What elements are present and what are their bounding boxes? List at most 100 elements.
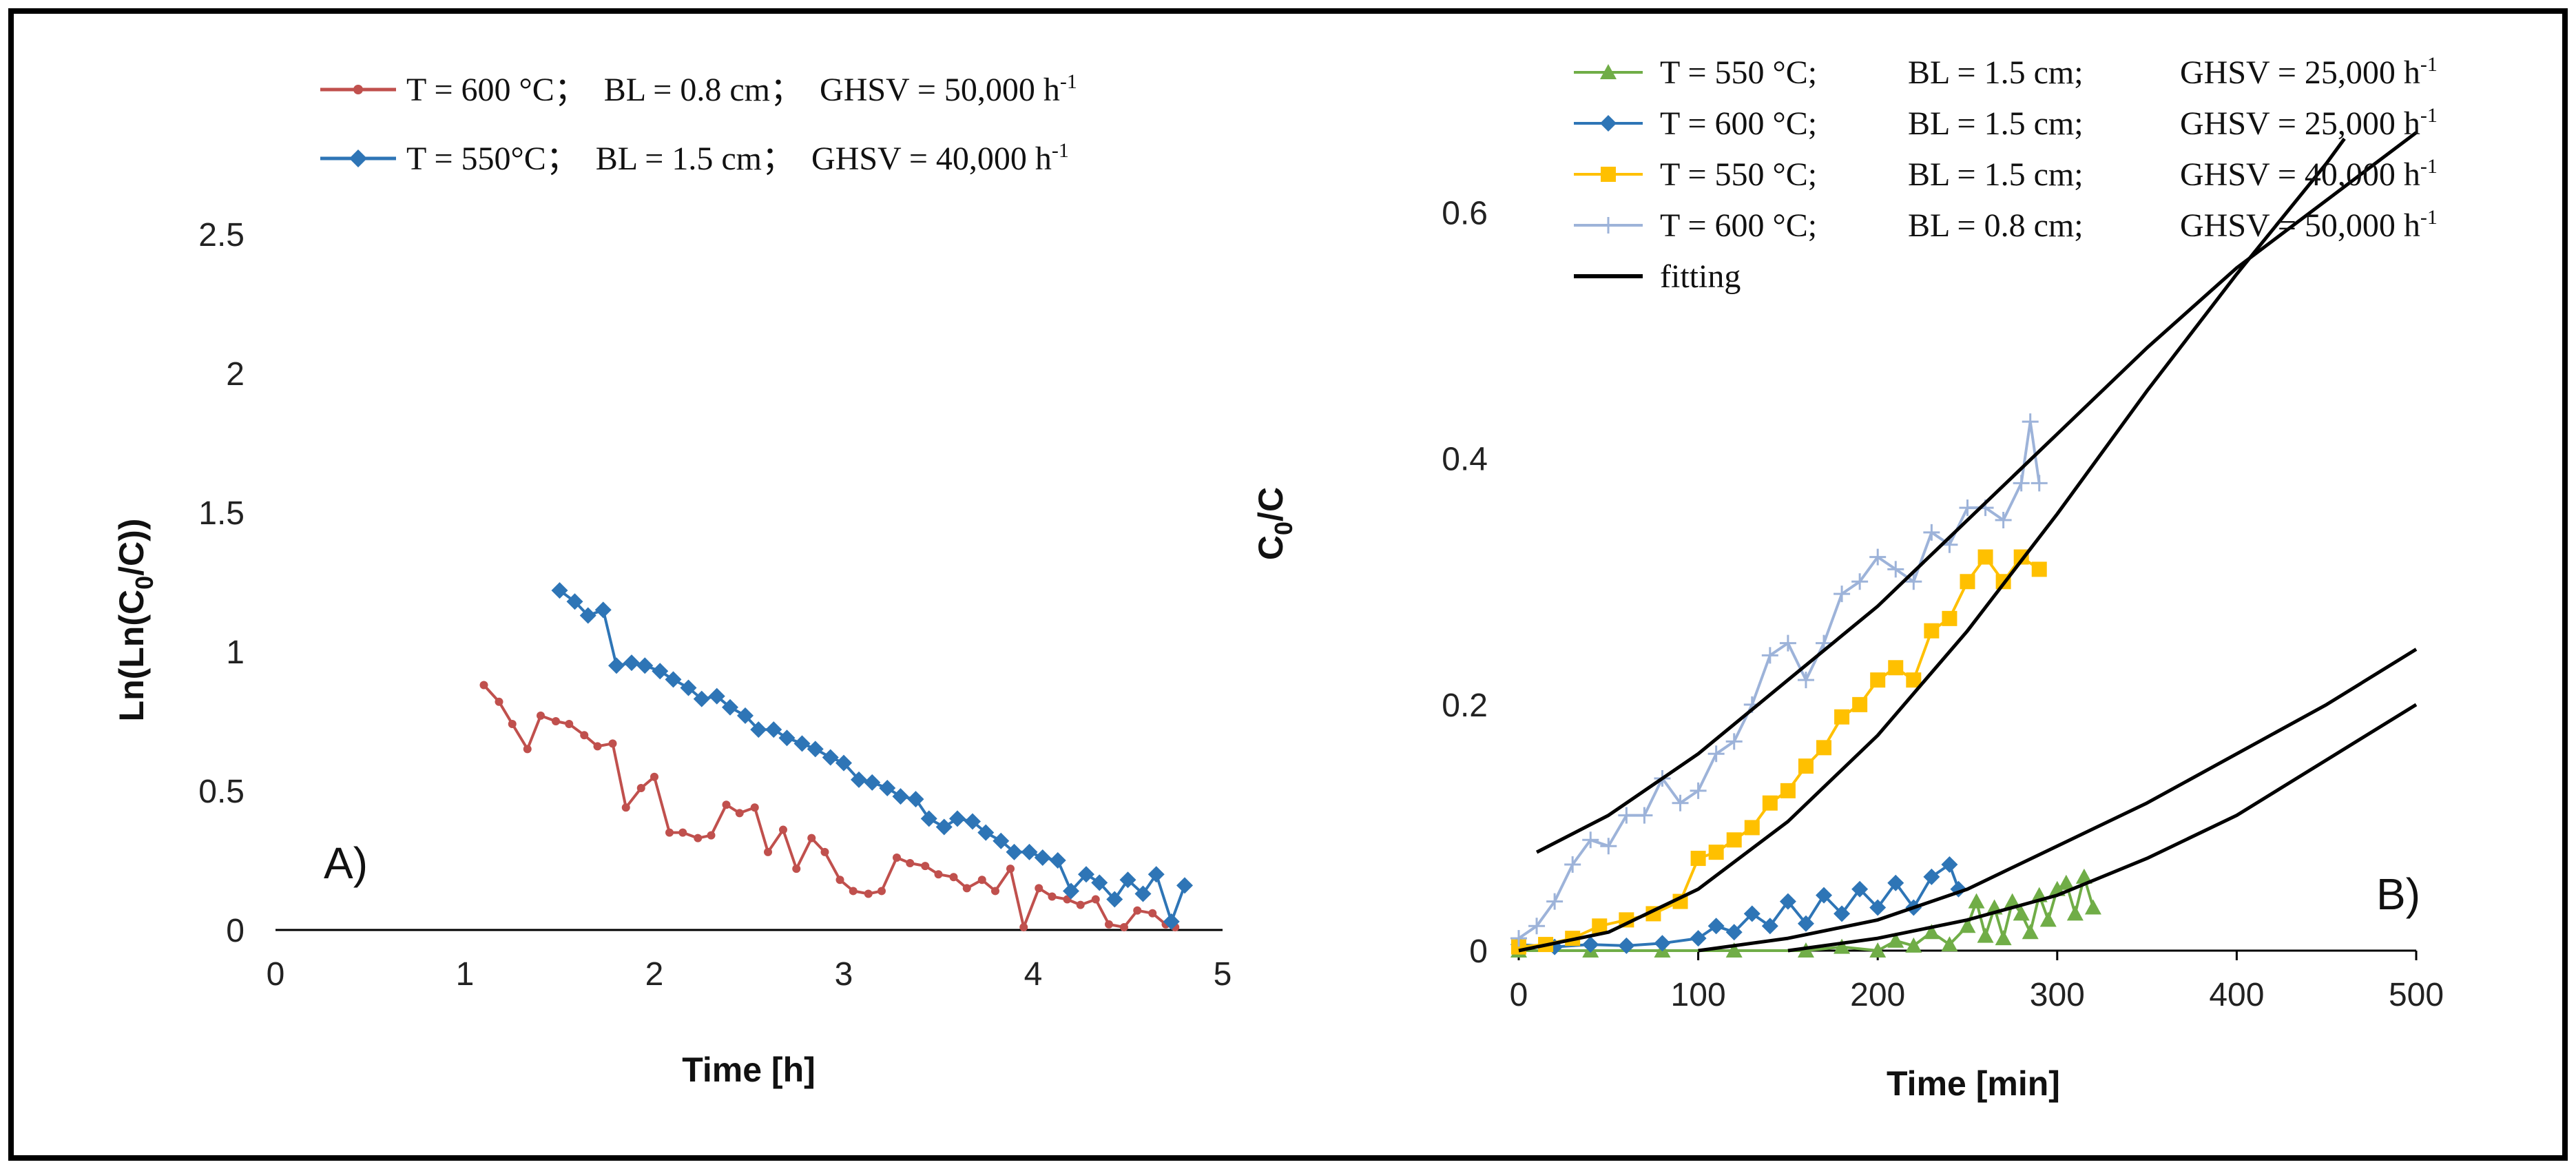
x-tick-label: 2 bbox=[645, 956, 664, 993]
data-point bbox=[1941, 936, 1958, 952]
data-point bbox=[1977, 927, 1994, 943]
data-point bbox=[1779, 634, 1796, 652]
panel-b-legend-entry-3: T = 600 °C; BL = 0.8 cm; GHSV = 50,000 h-1 bbox=[1574, 206, 2438, 244]
data-point bbox=[2066, 905, 2084, 921]
data-point bbox=[1582, 831, 1599, 849]
data-point bbox=[835, 754, 852, 772]
data-point bbox=[2030, 475, 2048, 492]
data-point bbox=[708, 687, 725, 705]
fitting-curve-1 bbox=[1518, 137, 2346, 953]
data-point bbox=[792, 865, 801, 873]
data-point bbox=[949, 810, 966, 827]
data-point bbox=[1049, 852, 1066, 869]
panel-a-legend: T = 600 °C； BL = 0.8 cm； GHSV = 50,000 h-1… bbox=[320, 70, 1077, 177]
data-point bbox=[1654, 935, 1671, 952]
data-point bbox=[1977, 549, 1993, 565]
data-point bbox=[650, 772, 658, 781]
data-point bbox=[1923, 868, 1940, 885]
data-point bbox=[1176, 877, 1193, 894]
data-point bbox=[621, 803, 630, 812]
data-point bbox=[1816, 887, 1833, 904]
data-point bbox=[864, 774, 881, 791]
data-point bbox=[680, 679, 697, 696]
y-tick-label: 0.6 bbox=[1442, 196, 1488, 232]
data-point bbox=[964, 813, 981, 830]
x-tick-label: 300 bbox=[2030, 977, 2085, 1013]
panel-b-legend-entry-0: T = 550 °C; BL = 1.5 cm; GHSV = 25,000 h-1 bbox=[1574, 53, 2438, 91]
legend-text: fitting bbox=[1660, 258, 1741, 295]
data-point bbox=[1636, 807, 1653, 824]
data-point bbox=[892, 788, 909, 805]
data-point bbox=[707, 831, 716, 840]
legend-text: T = 600 °C; BL = 0.8 cm; GHSV = 50,000 h-1 bbox=[1660, 206, 2438, 244]
data-point bbox=[1707, 918, 1725, 935]
panel-b-legend: T = 550 °C; BL = 1.5 cm; GHSV = 25,000 h-1… bbox=[1574, 53, 2438, 295]
data-point bbox=[1941, 856, 1958, 873]
panel-b-legend-entry-2: T = 550 °C; BL = 1.5 cm; GHSV = 40,000 h-1 bbox=[1574, 155, 2438, 193]
data-point bbox=[907, 791, 924, 808]
data-point bbox=[1870, 672, 1886, 688]
data-point bbox=[1690, 782, 1707, 799]
panel-b-x-axis-title: Time [min] bbox=[1887, 1064, 2060, 1103]
data-point bbox=[523, 745, 532, 754]
data-point bbox=[1780, 783, 1796, 798]
data-point bbox=[750, 803, 759, 812]
data-point bbox=[1006, 843, 1023, 860]
data-point bbox=[1797, 942, 1814, 958]
data-point bbox=[1034, 849, 1051, 866]
legend-red-dot-marker bbox=[353, 85, 363, 94]
data-point bbox=[693, 690, 710, 707]
x-tick-label: 5 bbox=[1214, 956, 1232, 993]
data-point bbox=[636, 783, 645, 792]
panel-a-y-axis-title: Ln(Ln(C0/C)) bbox=[112, 519, 158, 722]
data-point bbox=[580, 731, 589, 740]
data-point bbox=[1708, 845, 1724, 860]
y-tick-label: 0.2 bbox=[1442, 687, 1488, 724]
data-point bbox=[807, 834, 816, 842]
data-point bbox=[1076, 900, 1085, 909]
legend-text: T = 550 °C; BL = 1.5 cm; GHSV = 40,000 h-1 bbox=[1660, 155, 2438, 193]
data-point bbox=[851, 771, 867, 788]
data-point bbox=[1119, 871, 1136, 889]
data-point bbox=[1078, 866, 1094, 883]
data-point bbox=[1834, 709, 1850, 725]
data-point bbox=[906, 859, 915, 868]
legend-blue-diamond-marker bbox=[349, 149, 367, 167]
data-point bbox=[1959, 499, 1976, 517]
y-tick-label: 2 bbox=[226, 356, 245, 393]
legend-red-text: T = 600 °C； BL = 0.8 cm； GHSV = 50,000 h-1 bbox=[406, 70, 1077, 108]
data-point bbox=[678, 828, 687, 837]
data-point bbox=[495, 697, 503, 706]
data-point bbox=[652, 663, 669, 680]
panel-b-ticks: 0 100 200 300 400 500 0 0.2 0.4 0.6 bbox=[1442, 196, 2444, 1013]
y-tick-label: 1 bbox=[226, 634, 245, 671]
data-point bbox=[1035, 884, 1043, 893]
data-point bbox=[2084, 899, 2101, 915]
data-point bbox=[835, 876, 844, 884]
data-point bbox=[1923, 524, 1940, 541]
x-tick-label: 200 bbox=[1850, 977, 1905, 1013]
y-tick-label: 0.4 bbox=[1442, 442, 1488, 478]
data-point bbox=[1707, 745, 1725, 763]
data-point bbox=[1834, 586, 1851, 603]
data-point bbox=[1105, 920, 1113, 929]
data-point bbox=[565, 720, 574, 729]
data-point bbox=[764, 847, 772, 856]
data-point bbox=[1995, 512, 2012, 528]
data-point bbox=[1834, 905, 1851, 922]
data-point bbox=[1063, 882, 1079, 900]
panel-a-x-axis-title: Time [h] bbox=[682, 1051, 816, 1089]
data-point bbox=[949, 873, 958, 882]
data-point bbox=[2031, 561, 2047, 577]
data-point bbox=[977, 876, 986, 884]
data-point bbox=[893, 853, 901, 862]
data-point bbox=[479, 681, 488, 690]
legend-text: T = 600 °C; BL = 1.5 cm; GHSV = 25,000 h-1 bbox=[1660, 104, 2438, 142]
data-point bbox=[508, 720, 517, 729]
data-point bbox=[1582, 936, 1599, 953]
data-point bbox=[623, 654, 640, 672]
y-tick-label: 2.5 bbox=[198, 217, 245, 254]
data-point bbox=[1618, 807, 1635, 824]
